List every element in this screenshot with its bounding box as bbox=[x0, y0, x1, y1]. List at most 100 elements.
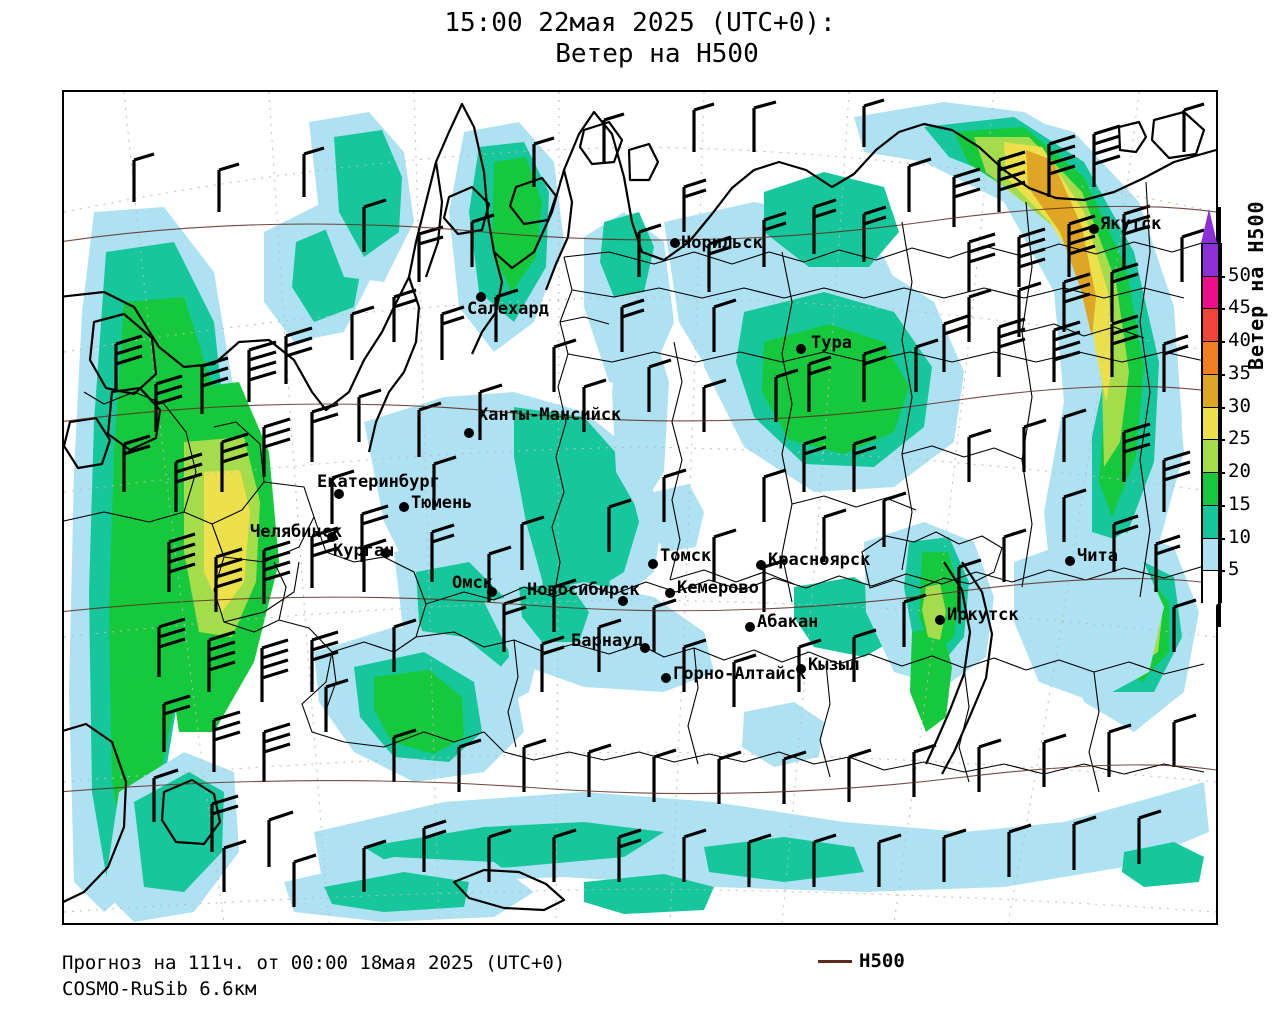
wind-barb bbox=[267, 810, 294, 867]
colorbar-axis-line bbox=[1218, 207, 1221, 627]
colorbar-underflow-triangle bbox=[1201, 603, 1217, 633]
wind-barb bbox=[997, 150, 1026, 212]
city-dot bbox=[661, 673, 671, 683]
wind-barb bbox=[907, 157, 932, 212]
wind-barb bbox=[457, 738, 482, 792]
wind-barb bbox=[762, 468, 787, 522]
city-dot bbox=[464, 428, 474, 438]
model-info: COSMO-RuSib 6.6км bbox=[62, 978, 257, 1000]
wind-barb bbox=[762, 211, 787, 267]
wind-barb bbox=[432, 455, 457, 510]
colorbar-tick-label-25: 25 bbox=[1228, 427, 1251, 450]
title-parameter: Ветер на H500 bbox=[555, 39, 759, 69]
city-marker: Горно-Алтайск bbox=[661, 664, 806, 684]
city-marker: Иркутск bbox=[935, 605, 1019, 625]
wind-barb bbox=[702, 378, 727, 432]
wind-barb bbox=[914, 338, 939, 392]
wind-barb bbox=[617, 828, 642, 882]
city-label: Абакан bbox=[757, 612, 818, 632]
city-label: Красноярск bbox=[768, 550, 870, 570]
wind-barb bbox=[774, 368, 799, 422]
wind-barb bbox=[310, 630, 339, 692]
wind-barb bbox=[1062, 408, 1087, 462]
wind-barb bbox=[607, 498, 632, 552]
city-label: Барнаул bbox=[571, 631, 643, 651]
wind-barb bbox=[284, 326, 313, 384]
wind-barb bbox=[478, 383, 503, 440]
city-marker: Абакан bbox=[745, 612, 818, 632]
wind-barb bbox=[362, 538, 387, 592]
colorbar-tick-label-30: 30 bbox=[1228, 394, 1251, 417]
wind-barb bbox=[292, 853, 317, 907]
city-dot bbox=[1089, 224, 1099, 234]
wind-barb bbox=[262, 417, 291, 477]
wind-barb bbox=[620, 298, 645, 352]
colorbar-tick-label-45: 45 bbox=[1228, 296, 1251, 319]
fill-green bbox=[374, 670, 464, 754]
wind-barb bbox=[162, 694, 191, 752]
wind-barb bbox=[1137, 809, 1162, 864]
city-label: Новосибирск bbox=[527, 580, 640, 600]
city-dot bbox=[745, 622, 755, 632]
city-marker: Томск bbox=[648, 546, 711, 569]
colorbar-tick bbox=[1218, 308, 1225, 311]
page-title: 15:00 22мая 2025 (UTC+0): Ветер на H500 bbox=[0, 8, 1280, 70]
colorbar-segment-yellow-green bbox=[1203, 439, 1220, 474]
city-dot bbox=[487, 587, 497, 597]
colorbar-axis-label: Ветер на H500 bbox=[1244, 200, 1268, 370]
wind-barb bbox=[692, 102, 715, 152]
colorbar-bar[interactable] bbox=[1201, 243, 1222, 604]
city-marker: Тюмень bbox=[399, 493, 472, 513]
fill-amber bbox=[1026, 150, 1096, 337]
city-label: Тура bbox=[811, 333, 852, 353]
wind-barb bbox=[132, 152, 155, 202]
wind-barb bbox=[1052, 320, 1081, 382]
wind-barb bbox=[212, 710, 241, 772]
city-marker: Тура bbox=[796, 333, 852, 354]
fill-tealgreen bbox=[324, 872, 469, 912]
wind-barb bbox=[392, 288, 417, 342]
colorbar-tick-label-5: 5 bbox=[1228, 558, 1240, 581]
city-dot bbox=[476, 292, 486, 302]
city-label: Салехард bbox=[467, 299, 549, 319]
wind-barb bbox=[852, 435, 877, 492]
fill-yellowgreen bbox=[922, 584, 946, 640]
city-dot bbox=[935, 615, 945, 625]
wind-barb bbox=[154, 374, 183, 432]
colorbar-tick bbox=[1218, 341, 1225, 344]
wind-barb bbox=[732, 653, 757, 707]
city-dot bbox=[1065, 556, 1075, 566]
city-label: Горно-Алтайск bbox=[673, 664, 806, 684]
wind-barb bbox=[220, 432, 249, 492]
wind-barb bbox=[1017, 281, 1042, 337]
wind-barb bbox=[602, 112, 625, 162]
wind-barb bbox=[1182, 102, 1205, 152]
wind-barb bbox=[852, 628, 877, 682]
map-frame[interactable]: Салехард Норильск Тура Якутск Ханты-Мансийск… bbox=[62, 90, 1218, 925]
colorbar-overflow-triangle bbox=[1201, 209, 1217, 243]
city-label: Кызыл bbox=[808, 655, 859, 675]
colorbar-segment-white bbox=[1203, 570, 1220, 604]
wind-barb bbox=[1122, 204, 1151, 267]
wind-barb bbox=[552, 338, 577, 392]
wind-barb bbox=[1110, 262, 1139, 322]
colorbar-segment-teal-green bbox=[1203, 504, 1220, 539]
wind-barb bbox=[912, 743, 937, 797]
wind-barb bbox=[1154, 534, 1181, 592]
city-marker: Салехард bbox=[467, 292, 549, 319]
city-layer: Салехард Норильск Тура Якутск Ханты-Мансийск… bbox=[250, 214, 1161, 684]
city-label: Екатеринбург bbox=[317, 472, 440, 492]
city-label: Ханты-Мансийск bbox=[478, 405, 621, 425]
map-canvas[interactable]: Салехард Норильск Тура Якутск Ханты-Мансийск… bbox=[64, 92, 1216, 923]
wind-barb bbox=[967, 288, 992, 342]
wind-barb bbox=[682, 828, 707, 882]
city-marker: Якутск bbox=[1089, 214, 1161, 234]
colorbar-segment-magenta bbox=[1203, 275, 1220, 310]
wind-barb bbox=[1172, 598, 1197, 652]
city-label: Якутск bbox=[1100, 214, 1161, 234]
colorbar-tick-label-35: 35 bbox=[1228, 361, 1251, 384]
city-dot bbox=[670, 238, 680, 248]
wind-barb bbox=[762, 558, 787, 612]
colorbar[interactable]: 50 45 40 35 30 25 20 15 10 5 bbox=[1196, 195, 1280, 635]
wind-barb bbox=[782, 750, 807, 804]
